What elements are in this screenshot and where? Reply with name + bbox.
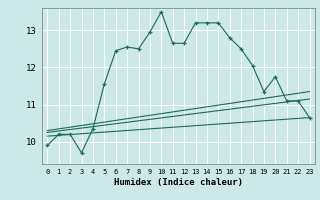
X-axis label: Humidex (Indice chaleur): Humidex (Indice chaleur) — [114, 178, 243, 187]
